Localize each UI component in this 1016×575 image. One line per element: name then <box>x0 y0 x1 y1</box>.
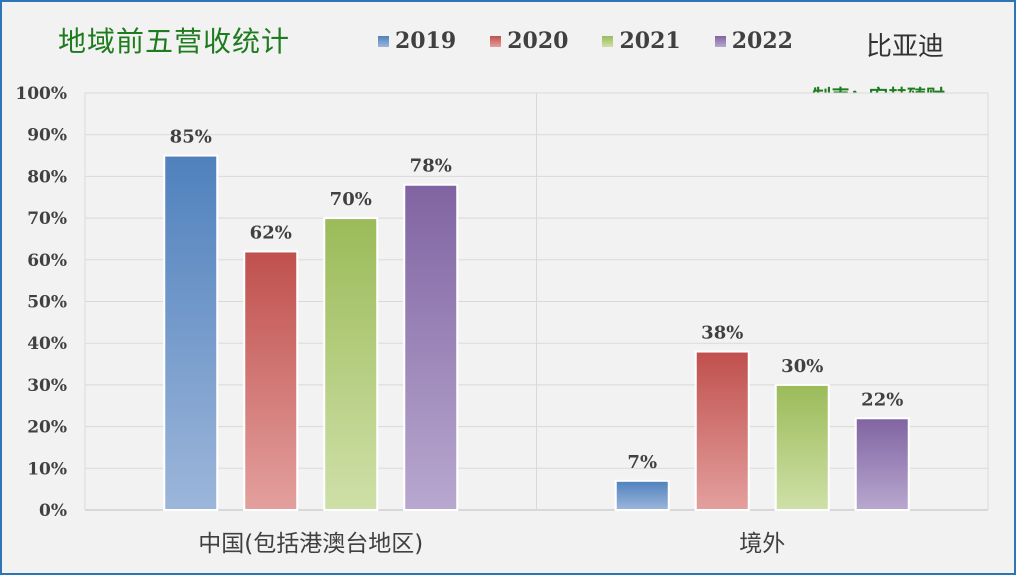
legend-swatch-2020 <box>490 35 502 47</box>
company-name: 比亚迪 <box>866 32 945 62</box>
legend-swatch-2019 <box>378 35 389 47</box>
legend-label-2020: 2020 <box>507 28 569 54</box>
data-label-2020-0: 62% <box>250 222 292 243</box>
grid-layer: 0% 10% 20% 30% 40% 50% 60% 70% 80% 90% 100% <box>15 84 989 521</box>
legend: 2019 2020 2021 2022 <box>378 28 793 54</box>
legend-label-2021: 2021 <box>619 28 681 54</box>
label-layer: 85% 62% 70% 78% 中国(包括港澳台地区) 7% 38% 30% 22% 境外 <box>170 127 904 557</box>
bar-2022-1 <box>854 417 910 512</box>
y-tick-label: 0% <box>39 501 67 521</box>
y-tick-label: 80% <box>27 167 67 187</box>
y-tick-label: 30% <box>27 376 67 396</box>
bar-2020-0 <box>243 250 299 512</box>
data-label-2020-1: 38% <box>701 323 743 344</box>
y-tick-label: 40% <box>27 334 67 354</box>
legend-item-2019: 2019 <box>378 28 456 54</box>
legend-item-2022: 2022 <box>714 28 793 54</box>
bar-2019-1 <box>614 479 670 511</box>
bar-2020-1 <box>694 350 750 512</box>
legend-swatch-2021 <box>602 35 614 47</box>
y-tick-label: 70% <box>27 209 67 229</box>
y-tick-label: 50% <box>27 293 67 313</box>
bar-2021-1 <box>774 383 830 511</box>
bar-2021-0 <box>323 217 379 511</box>
chart-title: 地域前五营收统计 <box>58 25 291 58</box>
y-tick-label: 10% <box>27 459 67 479</box>
data-label-2019-1: 7% <box>627 452 657 473</box>
bar-2022-0 <box>403 183 459 512</box>
legend-swatch-2022 <box>714 35 726 47</box>
legend-item-2021: 2021 <box>602 28 681 54</box>
y-tick-label: 90% <box>27 126 67 146</box>
y-tick-label: 20% <box>27 418 67 438</box>
x-category-label: 中国(包括港澳台地区) <box>198 531 423 557</box>
data-label-2019-0: 85% <box>170 127 212 148</box>
data-label-2021-1: 30% <box>781 356 823 377</box>
data-label-2022-1: 22% <box>861 389 903 410</box>
data-label-2021-0: 70% <box>330 189 372 210</box>
y-tick-label: 60% <box>27 251 67 271</box>
bar-2019-0 <box>163 154 219 512</box>
x-category-label: 境外 <box>739 531 785 557</box>
bar-layer <box>163 154 910 512</box>
legend-item-2020: 2020 <box>490 28 568 54</box>
y-tick-label: 100% <box>15 84 67 104</box>
legend-label-2019: 2019 <box>395 28 457 54</box>
legend-label-2022: 2022 <box>731 28 793 54</box>
data-label-2022-0: 78% <box>410 156 452 177</box>
